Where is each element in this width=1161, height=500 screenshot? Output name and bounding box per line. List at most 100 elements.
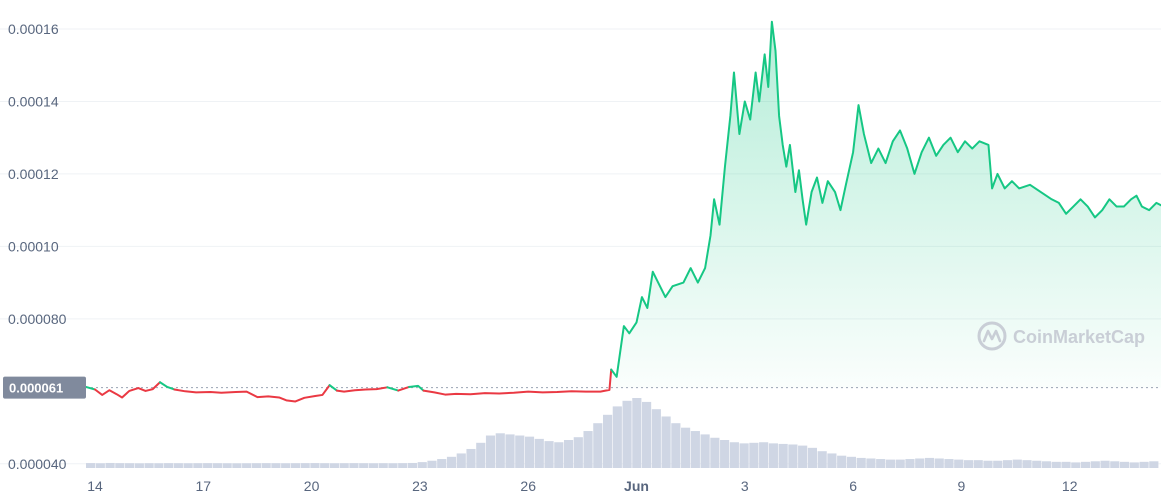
volume-bar (954, 459, 964, 468)
volume-bar (1041, 461, 1052, 468)
volume-bar (993, 460, 1003, 468)
volume-bar (642, 401, 652, 468)
volume-bar (1119, 461, 1130, 468)
x-axis-ticks: 14 17 20 23 26 Jun 3 6 9 12 (87, 478, 1077, 494)
volume-bar (505, 434, 515, 468)
y-tick-label: 0.000040 (8, 456, 67, 472)
volume-bar (164, 463, 174, 468)
volume-bar (876, 459, 886, 468)
volume-bar (329, 463, 340, 468)
volume-bar (1090, 461, 1100, 468)
volume-bar (944, 459, 954, 468)
x-tick-label: 14 (87, 478, 103, 494)
x-tick-label: Jun (624, 478, 649, 494)
volume-bar (671, 423, 681, 468)
volume-bar (720, 440, 730, 468)
price-segment (173, 384, 331, 403)
volume-bar (339, 463, 349, 468)
volume-bar (495, 433, 505, 468)
volume-bar (261, 463, 271, 468)
volume-bar (485, 435, 496, 468)
volume-bar (105, 462, 115, 468)
volume-bar (905, 459, 915, 468)
volume-bar (983, 460, 993, 468)
watermark-text: CoinMarketCap (1013, 327, 1145, 347)
volume-bar (1100, 460, 1110, 468)
volume-bar (534, 438, 544, 468)
volume-bar (466, 448, 476, 468)
volume-bar (251, 463, 261, 468)
volume-bar (817, 451, 827, 468)
volume-bar (515, 435, 525, 468)
volume-bar (290, 463, 300, 468)
volume-bar (1139, 461, 1149, 468)
volume-bar (232, 463, 242, 468)
y-tick-label: 0.000080 (8, 311, 67, 327)
volume-bar (573, 437, 583, 468)
volume-bar (222, 463, 232, 468)
volume-bar (798, 445, 808, 468)
volume-bar (739, 443, 749, 468)
price-segment (84, 385, 96, 391)
badge-background (3, 376, 86, 399)
watermark: CoinMarketCap (977, 321, 1145, 351)
volume-bar (134, 463, 144, 468)
price-segment (408, 384, 425, 392)
coinmarketcap-logo-icon (977, 321, 1007, 351)
volume-bar (456, 453, 466, 468)
volume-bar (95, 463, 105, 468)
volume-bar (681, 427, 691, 468)
volume-bar (203, 463, 213, 468)
volume-bar (310, 463, 320, 468)
volume-bar (973, 460, 983, 468)
volume-bar (437, 459, 447, 468)
volume-bar (368, 463, 379, 468)
volume-bar (749, 442, 759, 468)
y-tick-label: 0.00014 (8, 93, 59, 109)
volume-bar (837, 455, 847, 468)
volume-bar (827, 453, 837, 468)
volume-bar (593, 423, 603, 468)
volume-bar (378, 463, 388, 468)
volume-bar (612, 406, 622, 468)
price-segment (397, 385, 411, 392)
volume-bar (690, 431, 700, 468)
volume-bar (700, 434, 710, 468)
volume-bar (1080, 461, 1091, 468)
volume-bar (544, 441, 554, 468)
x-tick-label: 9 (958, 478, 966, 494)
volume-bar (173, 463, 183, 468)
volume-bar (359, 463, 369, 468)
volume-bars (86, 398, 1159, 468)
volume-bar (125, 463, 135, 468)
y-axis-ticks: 0.00016 0.00014 0.00012 0.00010 0.000080 0.00… (8, 21, 67, 472)
volume-bar (144, 463, 154, 468)
volume-bar (807, 447, 817, 468)
volume-bar (407, 462, 418, 468)
volume-bar (729, 442, 739, 468)
volume-bar (1071, 462, 1081, 468)
volume-bar (388, 463, 398, 468)
y-tick-label: 0.00016 (8, 21, 59, 37)
volume-bar (651, 409, 661, 468)
volume-bar (212, 463, 222, 468)
y-tick-label: 0.00012 (8, 166, 59, 182)
volume-bar (427, 460, 437, 468)
volume-bar (300, 463, 310, 468)
price-segment (335, 386, 389, 393)
volume-bar (924, 457, 935, 468)
volume-bar (1061, 461, 1071, 468)
volume-bar (788, 444, 798, 468)
volume-bar (320, 463, 330, 468)
volume-bar (866, 458, 876, 468)
x-tick-label: 20 (304, 478, 320, 494)
volume-bar (632, 398, 642, 468)
volume-bar (86, 463, 96, 468)
x-tick-label: 17 (196, 478, 212, 494)
volume-bar (915, 458, 925, 468)
price-segment (422, 368, 613, 396)
price-segment (94, 381, 161, 399)
volume-bar (115, 463, 125, 468)
x-tick-label: 12 (1062, 478, 1078, 494)
